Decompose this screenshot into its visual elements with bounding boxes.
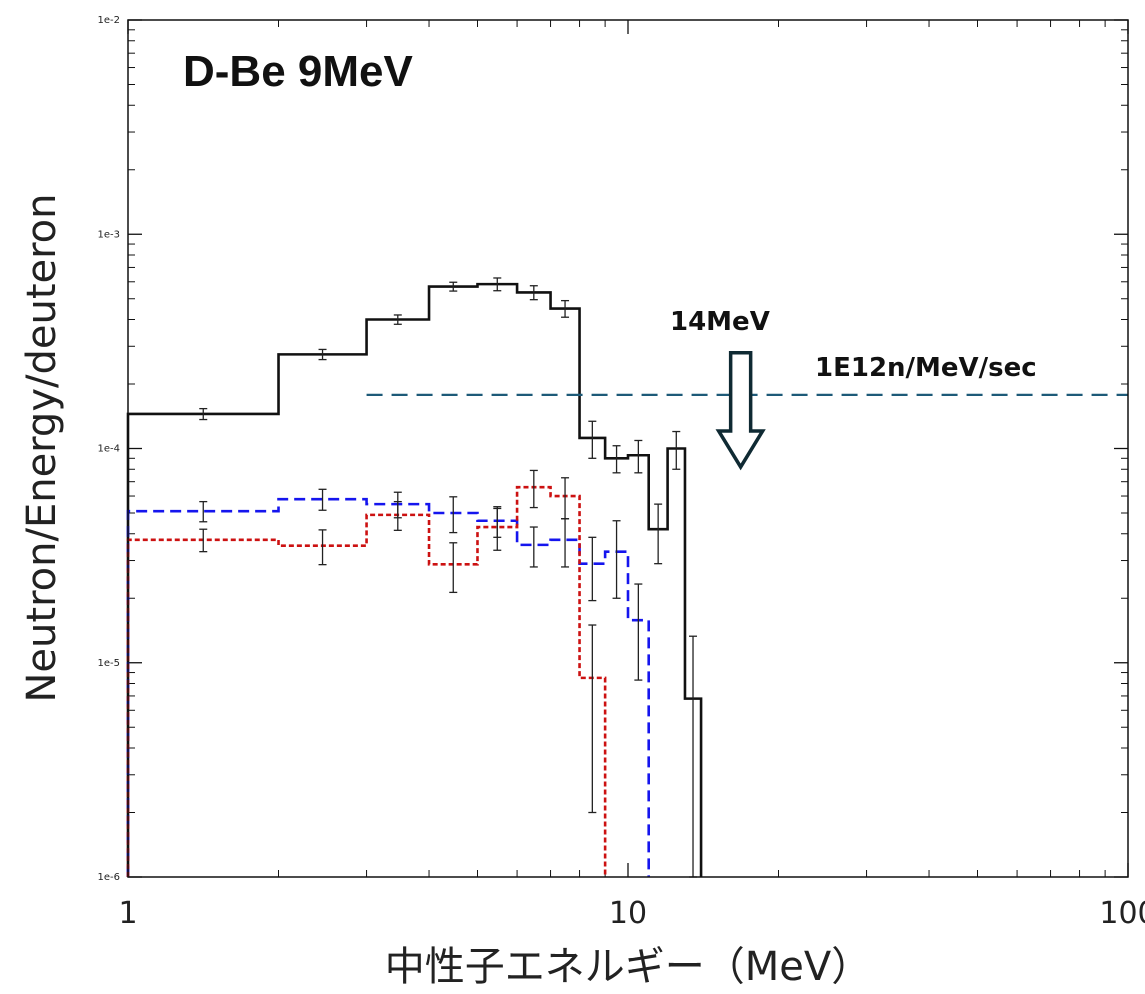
- x-axis-label: 中性子エネルギー（MeV）: [385, 944, 871, 990]
- y-tick-label: 1e-5: [98, 658, 121, 669]
- y-tick-label: 1e-4: [98, 444, 121, 455]
- x-tick-label: 1: [118, 896, 137, 931]
- y-tick-label: 1e-6: [98, 872, 121, 883]
- reference-line-label: 1E12n/MeV/sec: [815, 353, 1037, 383]
- x-tick-label: 10: [609, 896, 647, 931]
- chart-title: D-Be 9MeV: [183, 47, 413, 96]
- y-axis-label: Neutron/Energy/deuteron: [19, 194, 65, 703]
- x-tick-label: 100: [1099, 896, 1145, 931]
- y-tick-label: 1e-3: [98, 229, 121, 240]
- y-tick-label: 1e-2: [98, 15, 121, 26]
- arrow-label: 14MeV: [670, 307, 770, 337]
